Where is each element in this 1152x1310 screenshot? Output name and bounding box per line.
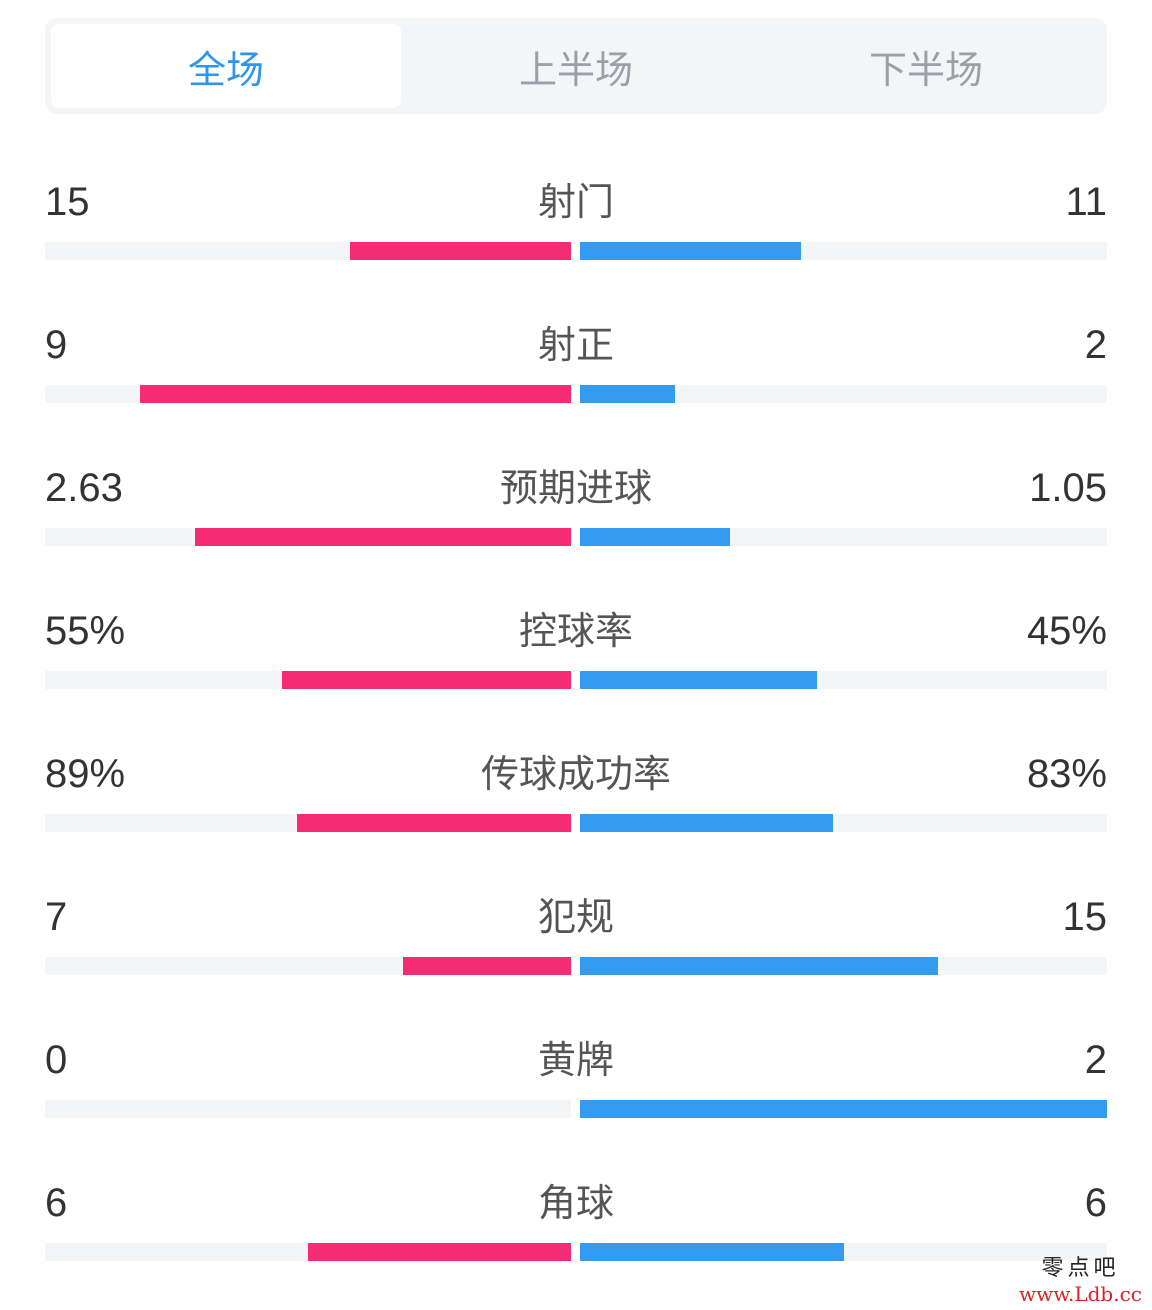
home-value: 15 — [45, 180, 90, 224]
home-value: 2.63 — [45, 466, 123, 510]
stat-label: 黄牌 — [537, 1038, 614, 1082]
home-bar-track — [45, 1100, 571, 1118]
stat-row: 7 犯规 15 — [45, 875, 1107, 1018]
away-value: 15 — [1062, 895, 1108, 939]
home-bar-fill — [308, 1243, 571, 1261]
away-bar-track — [580, 957, 1107, 975]
watermark: 零点吧 www.Ldb.cc — [1019, 1250, 1142, 1306]
stat-row: 6 角球 6 — [45, 1161, 1107, 1304]
away-bar-fill — [580, 242, 802, 260]
stat-row: 55% 控球率 45% — [45, 589, 1107, 732]
home-value: 89% — [45, 752, 126, 796]
away-value: 6 — [1084, 1181, 1107, 1225]
stat-label: 射正 — [537, 323, 614, 367]
home-bar-track — [45, 528, 571, 546]
home-bar-fill — [139, 385, 571, 403]
stats-list: 15 射门 11 9 射正 2 2.63 预期进球 1.05 55% 控球率 45% 89% 传球成功率 8… — [45, 160, 1107, 1304]
away-bar-track — [580, 814, 1107, 832]
away-value: 2 — [1084, 1038, 1107, 1082]
home-bar-track — [45, 814, 571, 832]
home-bar-fill — [297, 814, 571, 832]
stat-label: 犯规 — [537, 895, 614, 939]
tab-second-half[interactable]: 下半场 — [868, 47, 983, 92]
home-bar-fill — [281, 671, 571, 689]
away-bar-track — [580, 528, 1107, 546]
home-value: 6 — [45, 1181, 68, 1225]
tab-full-match[interactable]: 全场 — [51, 24, 401, 108]
home-value: 9 — [45, 323, 68, 367]
period-tabs: 全场 上半场 下半场 — [45, 18, 1107, 114]
away-bar-fill — [580, 385, 675, 403]
home-value: 55% — [45, 609, 126, 653]
stat-label: 预期进球 — [499, 466, 652, 510]
stat-label: 角球 — [537, 1181, 614, 1225]
home-bar-fill — [402, 957, 571, 975]
home-bar-track — [45, 957, 571, 975]
away-bar-fill — [580, 1100, 1107, 1118]
away-bar-fill — [580, 671, 818, 689]
away-bar-track — [580, 1243, 1107, 1261]
stat-label: 控球率 — [518, 609, 633, 653]
away-bar-track — [580, 385, 1107, 403]
stat-label: 传球成功率 — [480, 752, 671, 796]
home-value: 7 — [45, 895, 68, 939]
away-value: 2 — [1084, 323, 1107, 367]
away-bar-fill — [580, 528, 731, 546]
watermark-url: www.Ldb.cc — [1019, 1282, 1142, 1306]
home-bar-fill — [194, 528, 571, 546]
away-bar-track — [580, 671, 1107, 689]
stat-label: 射门 — [537, 180, 614, 224]
tab-first-half[interactable]: 上半场 — [518, 47, 633, 92]
away-value: 11 — [1065, 180, 1107, 224]
away-bar-fill — [580, 1243, 844, 1261]
home-bar-fill — [350, 242, 571, 260]
away-bar-fill — [580, 814, 833, 832]
home-bar-track — [45, 385, 571, 403]
home-bar-track — [45, 1243, 571, 1261]
away-value: 83% — [1026, 752, 1107, 796]
home-bar-track — [45, 242, 571, 260]
away-value: 45% — [1026, 609, 1107, 653]
away-bar-track — [580, 1100, 1107, 1118]
home-bar-track — [45, 671, 571, 689]
away-bar-track — [580, 242, 1107, 260]
stat-row: 9 射正 2 — [45, 303, 1107, 446]
stat-row: 15 射门 11 — [45, 160, 1107, 303]
watermark-text: 零点吧 — [1041, 1256, 1120, 1281]
away-bar-fill — [580, 957, 939, 975]
stat-row: 89% 传球成功率 83% — [45, 732, 1107, 875]
away-value: 1.05 — [1029, 466, 1107, 510]
stat-row: 2.63 预期进球 1.05 — [45, 446, 1107, 589]
home-value: 0 — [45, 1038, 68, 1082]
stat-row: 0 黄牌 2 — [45, 1018, 1107, 1161]
